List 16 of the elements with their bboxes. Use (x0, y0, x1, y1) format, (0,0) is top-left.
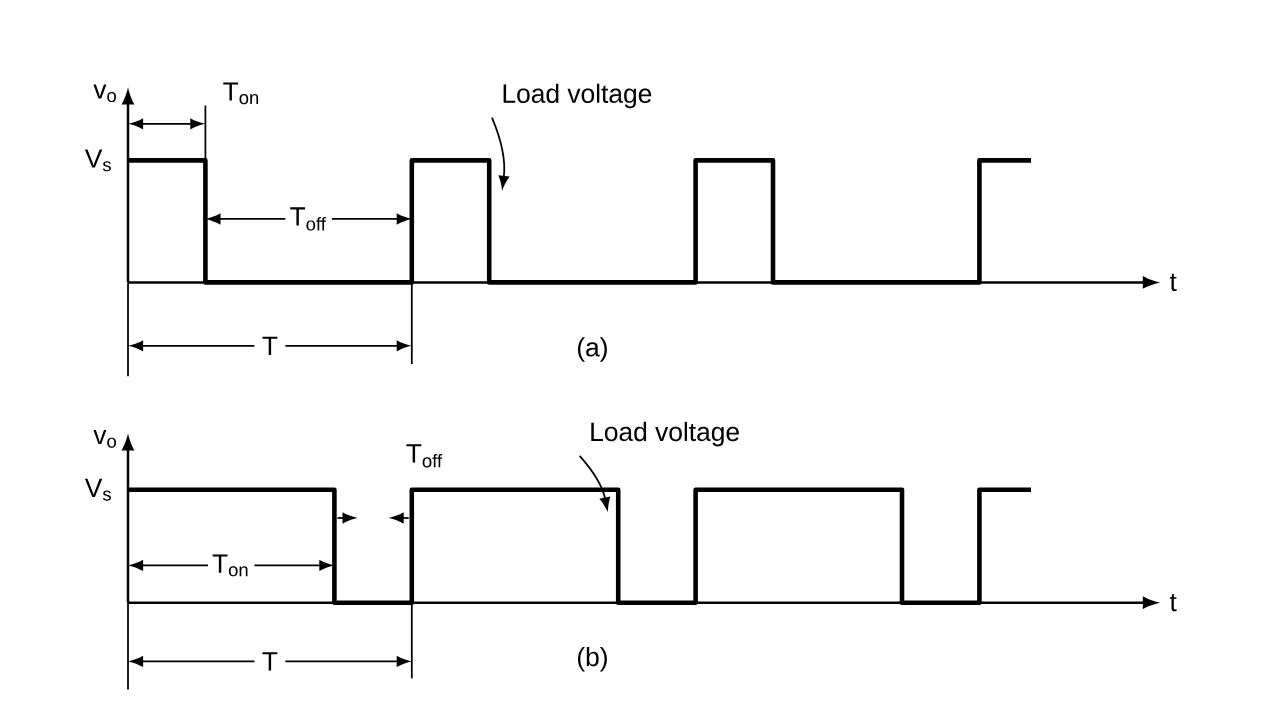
text: Load voltage (591, 421, 739, 447)
x-axis-title: t (1169, 273, 1177, 292)
text: (a) (577, 337, 607, 362)
text: Load voltage (503, 83, 652, 109)
text: T (262, 652, 278, 671)
text: V$_{s}$ (84, 149, 111, 172)
y-axis-title: v$_{o}$ (93, 430, 116, 448)
x-axis-title: t (1169, 594, 1177, 612)
text: T$_{on}$ (223, 82, 259, 105)
text: V$_{s}$ (84, 478, 111, 501)
text: (b) (577, 646, 607, 672)
y-axis-title: v$_{o}$ (93, 84, 116, 103)
text: T$_{off}$ (406, 444, 443, 468)
text: T (262, 336, 278, 355)
annotation: T$_{off}$ (290, 207, 326, 231)
annotation: T$_{on}$ (212, 554, 248, 577)
